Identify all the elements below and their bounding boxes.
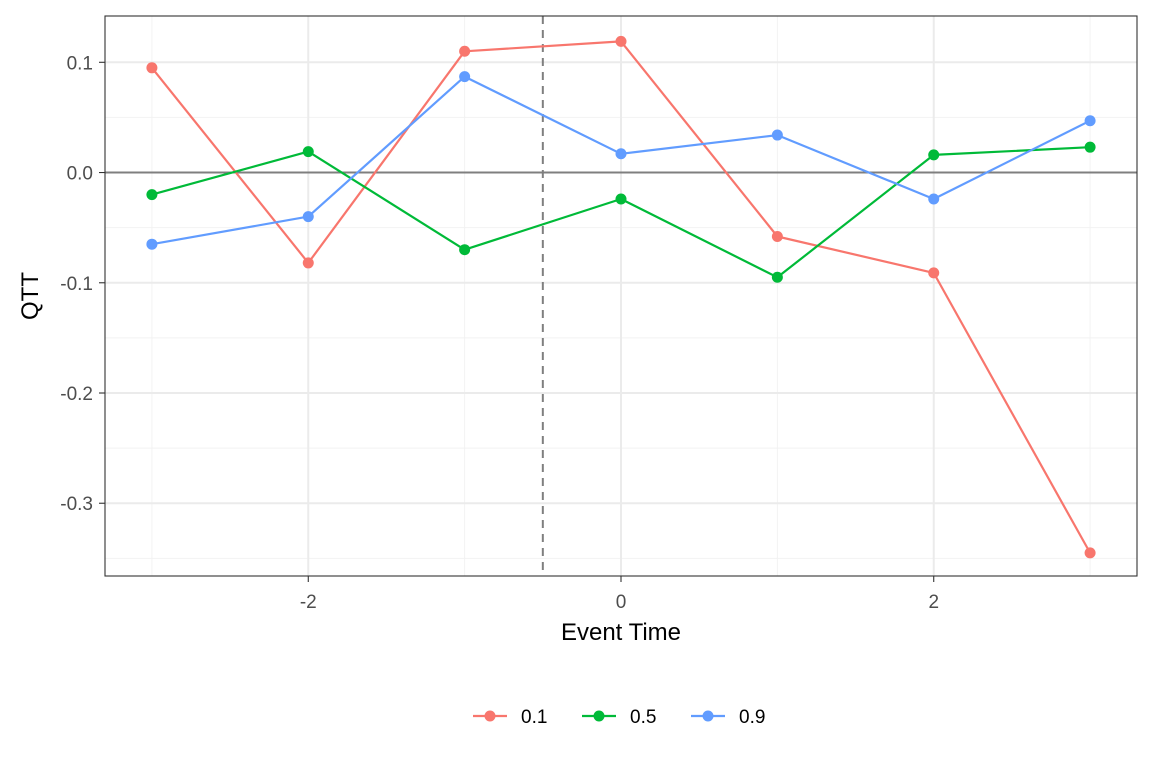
legend-label: 0.9 [739,707,765,728]
data-point [459,71,471,83]
legend-key-point [484,710,496,722]
data-point [615,35,627,47]
data-point [771,230,783,242]
y-tick-label: 0.0 [67,164,93,185]
data-point [928,267,940,279]
data-point [302,146,314,158]
data-point [146,238,158,250]
y-tick-label: -0.1 [60,274,93,295]
series-layer [146,35,1096,559]
legend-label: 0.5 [630,707,656,728]
data-point [1084,141,1096,153]
data-point [928,149,940,161]
legend-label: 0.1 [521,707,547,728]
data-point [1084,115,1096,127]
x-tick-label: -2 [300,592,317,613]
y-tick-label: -0.2 [60,384,93,405]
legend: 0.1 0.5 0.9 [473,707,765,728]
data-point [771,129,783,141]
y-axis: 0.1 0.0 -0.1 -0.2 -0.3 [60,53,105,515]
data-point [615,193,627,205]
data-point [771,271,783,283]
data-point [146,62,158,74]
x-axis-label: Event Time [561,619,681,646]
legend-key-point [593,710,605,722]
y-axis-label: QTT [17,272,44,320]
data-point [459,45,471,57]
data-point [928,193,940,205]
x-tick-label: 2 [928,592,939,613]
data-point [302,211,314,223]
reference-lines [105,16,1137,576]
data-point [146,189,158,201]
data-point [459,244,471,256]
legend-key-point [702,710,714,722]
x-axis: -2 0 2 [300,576,939,613]
y-tick-label: 0.1 [67,53,93,74]
data-point [615,148,627,160]
y-tick-label: -0.3 [60,494,93,515]
data-point [1084,547,1096,559]
x-tick-label: 0 [616,592,627,613]
data-point [302,257,314,269]
